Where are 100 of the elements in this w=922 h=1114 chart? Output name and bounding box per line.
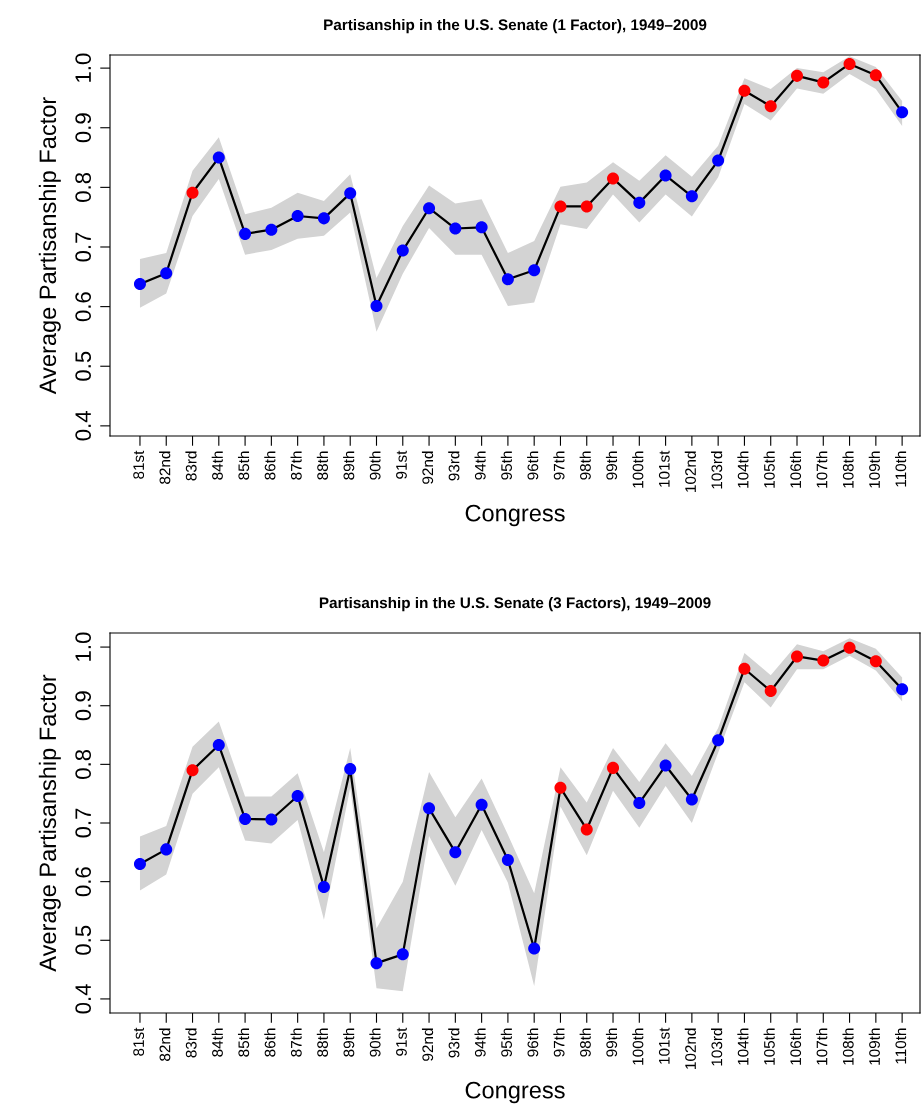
point	[659, 169, 672, 182]
chart-title: Partisanship in the U.S. Senate (1 Factor), 1949–2009	[324, 18, 707, 34]
point	[265, 223, 278, 236]
x-tick-label: 90th	[369, 1028, 381, 1057]
point	[133, 277, 146, 290]
y-tick-label: 0.9	[75, 691, 92, 721]
x-tick-label: 101st	[658, 450, 670, 487]
point	[633, 196, 646, 209]
point	[212, 151, 225, 164]
x-tick-label: 94th	[474, 451, 486, 480]
x-axis-title: Congress	[465, 504, 565, 527]
point	[843, 57, 856, 70]
x-tick-label: 89th	[343, 451, 355, 480]
point	[475, 798, 488, 811]
x-tick-label: 81st	[133, 1027, 145, 1056]
x-tick-label: 110th	[895, 451, 907, 487]
point	[186, 186, 199, 199]
y-tick-label: 0.4	[75, 411, 92, 441]
point	[554, 781, 567, 794]
point	[239, 812, 252, 825]
point	[370, 957, 383, 970]
y-tick-label: 0.8	[75, 172, 92, 202]
y-tick-label: 0.6	[75, 867, 92, 897]
point	[501, 273, 514, 286]
x-tick-label: 91st	[396, 450, 407, 479]
point	[764, 685, 777, 698]
x-tick-label: 102nd	[684, 1028, 696, 1069]
y-tick-label: 1.0	[75, 53, 92, 82]
y-tick-label: 0.8	[75, 749, 92, 779]
x-tick-label: 91st	[396, 1027, 407, 1056]
y-tick-label: 0.7	[75, 232, 92, 262]
point	[554, 200, 567, 213]
x-tick-label: 93rd	[448, 1028, 460, 1058]
point	[528, 942, 541, 955]
y-axis-title: Average Partisanship Factor	[38, 674, 61, 972]
x-tick-label: 84th	[211, 451, 223, 480]
point	[186, 764, 199, 777]
point	[896, 106, 909, 119]
x-tick-label: 92nd	[421, 1028, 434, 1061]
point	[685, 190, 698, 203]
x-tick-label: 87th	[290, 1028, 302, 1057]
point	[869, 655, 882, 668]
x-tick-label: 98th	[579, 451, 591, 480]
point	[738, 662, 751, 675]
x-tick-label: 110th	[895, 1028, 907, 1064]
point	[396, 244, 409, 257]
x-tick-label: 81st	[133, 450, 145, 479]
point	[869, 69, 882, 82]
y-tick-label: 0.5	[75, 351, 92, 381]
x-tick-label: 87th	[290, 451, 302, 480]
x-tick-label: 86th	[264, 1028, 276, 1057]
point	[738, 84, 751, 97]
point	[659, 759, 672, 772]
point	[160, 843, 173, 856]
x-tick-label: 108th	[842, 1028, 854, 1065]
point	[396, 948, 409, 961]
x-tick-label: 104th	[737, 1028, 749, 1065]
point	[317, 212, 330, 225]
point	[790, 650, 804, 663]
point	[475, 221, 488, 234]
point	[712, 154, 725, 167]
point	[580, 823, 593, 836]
point	[764, 100, 777, 113]
point	[449, 222, 462, 235]
point	[370, 300, 383, 313]
point	[344, 187, 357, 200]
x-tick-label: 93rd	[448, 451, 460, 481]
x-tick-label: 85th	[237, 1028, 250, 1057]
point	[607, 761, 620, 774]
y-tick-label: 0.7	[75, 808, 92, 838]
point	[265, 813, 278, 826]
point	[712, 734, 725, 747]
x-tick-label: 102nd	[684, 451, 696, 492]
x-tick-label: 104th	[737, 451, 749, 488]
x-tick-label: 96th	[527, 451, 539, 480]
x-tick-label: 109th	[868, 451, 880, 488]
x-tick-label: 108th	[842, 451, 854, 488]
point	[423, 202, 436, 215]
point	[580, 200, 593, 213]
x-tick-label: 101st	[658, 1027, 670, 1064]
x-tick-label: 95th	[500, 1028, 513, 1057]
point	[633, 797, 646, 810]
x-tick-label: 97th	[553, 1028, 565, 1057]
point	[817, 76, 830, 89]
y-tick-label: 0.9	[75, 113, 92, 143]
x-tick-label: 105th	[763, 451, 775, 488]
x-tick-label: 100th	[632, 1028, 644, 1065]
point	[133, 858, 146, 871]
point	[212, 738, 225, 752]
x-tick-label: 109th	[868, 1028, 880, 1065]
point	[291, 790, 304, 803]
point	[528, 264, 541, 277]
x-tick-label: 83rd	[185, 1028, 197, 1058]
x-tick-label: 89th	[343, 1028, 355, 1057]
x-tick-label: 85th	[237, 451, 250, 480]
y-tick-label: 0.5	[75, 925, 92, 955]
point	[817, 654, 830, 667]
x-tick-label: 92nd	[421, 451, 434, 484]
x-tick-label: 95th	[500, 451, 513, 480]
x-tick-label: 105th	[763, 1028, 775, 1065]
